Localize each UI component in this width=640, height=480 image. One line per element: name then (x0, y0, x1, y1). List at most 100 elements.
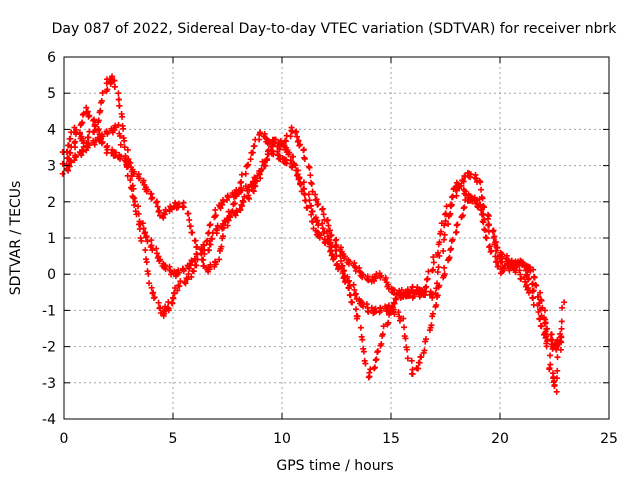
data-point (117, 141, 124, 148)
data-point (428, 322, 435, 329)
data-point (288, 163, 295, 170)
data-point (146, 280, 153, 287)
data-point (315, 222, 322, 229)
data-point (379, 331, 386, 338)
data-point (537, 306, 544, 313)
data-point (541, 307, 548, 314)
data-point (201, 242, 208, 249)
y-tick-label: 0 (47, 267, 56, 283)
data-point (216, 256, 223, 263)
data-point (205, 229, 212, 236)
data-point (171, 290, 178, 297)
y-tick-label: -1 (42, 303, 56, 319)
data-point (168, 206, 175, 213)
data-point (104, 130, 111, 137)
data-point (162, 266, 169, 273)
data-point (448, 245, 455, 252)
data-point (249, 149, 256, 156)
data-point (130, 194, 137, 201)
data-point (292, 162, 299, 169)
data-point (239, 203, 246, 210)
data-point (189, 258, 196, 265)
data-point (437, 228, 444, 235)
data-point (300, 179, 307, 186)
data-point (207, 221, 214, 228)
data-point (416, 359, 423, 366)
data-point (257, 168, 264, 175)
data-point (131, 202, 138, 209)
data-point (530, 287, 537, 294)
data-point (557, 330, 564, 337)
data-point (250, 188, 257, 195)
data-point (86, 142, 93, 149)
data-point (324, 217, 331, 224)
data-point (479, 195, 486, 202)
data-point (240, 198, 247, 205)
data-point (306, 164, 313, 171)
data-point (212, 212, 219, 219)
data-point (287, 133, 294, 140)
data-point (117, 153, 124, 160)
data-point (132, 198, 139, 205)
data-point (156, 207, 163, 214)
data-point (112, 149, 119, 156)
data-point (546, 365, 553, 372)
data-point (198, 250, 205, 257)
data-point (373, 308, 380, 315)
data-point (541, 314, 548, 321)
data-point (150, 289, 157, 296)
data-point (135, 221, 142, 228)
data-point (241, 193, 248, 200)
data-point (95, 126, 102, 133)
data-point (536, 316, 543, 323)
data-point (176, 283, 183, 290)
data-point (185, 271, 192, 278)
data-point (67, 135, 74, 142)
data-point (517, 258, 524, 265)
data-point (233, 192, 240, 199)
data-point (558, 334, 565, 341)
data-point (148, 237, 155, 244)
data-point (308, 181, 315, 188)
data-point (418, 287, 425, 294)
data-point (76, 129, 83, 136)
data-point (189, 229, 196, 236)
data-point (264, 157, 271, 164)
data-point (460, 178, 467, 185)
data-point (116, 102, 123, 109)
data-point (544, 325, 551, 332)
data-point (537, 289, 544, 296)
data-point (175, 269, 182, 276)
data-point (436, 252, 443, 259)
data-point (561, 299, 568, 306)
data-point (441, 222, 448, 229)
data-point (325, 222, 332, 229)
data-point (225, 194, 232, 201)
data-point (153, 198, 160, 205)
data-point (391, 311, 398, 318)
data-point (190, 268, 197, 275)
data-point (353, 315, 360, 322)
data-point (121, 144, 128, 151)
data-point (72, 138, 79, 145)
data-point (259, 158, 266, 165)
data-point (312, 191, 319, 198)
x-tick-label: 5 (169, 431, 178, 447)
data-point (99, 89, 106, 96)
data-point (207, 261, 214, 268)
data-point (436, 239, 443, 246)
data-point (333, 236, 340, 243)
data-point (483, 235, 490, 242)
data-point (433, 302, 440, 309)
data-point (220, 224, 227, 231)
data-point (135, 203, 142, 210)
data-point (408, 357, 415, 364)
data-point (187, 223, 194, 230)
data-point (250, 179, 257, 186)
data-point (492, 238, 499, 245)
data-point (445, 221, 452, 228)
data-point (199, 256, 206, 263)
data-point (553, 375, 560, 382)
data-point (59, 170, 66, 177)
data-point (359, 336, 366, 343)
